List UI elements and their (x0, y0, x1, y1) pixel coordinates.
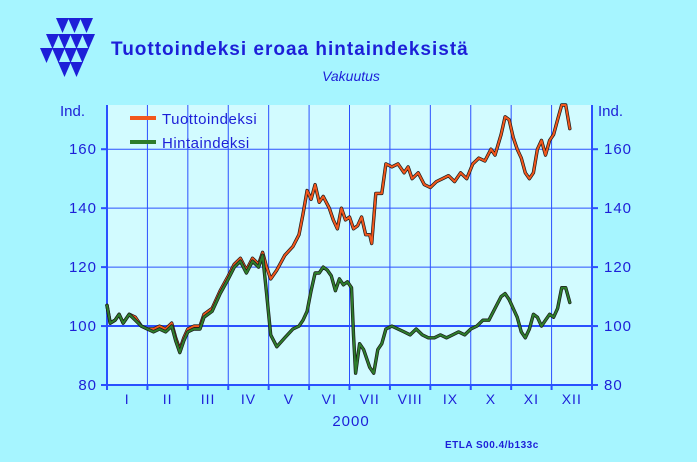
logo-triangle (64, 48, 77, 63)
y-tick-label-right: 160 (604, 141, 632, 158)
logo-triangle (58, 62, 71, 77)
series-line-hintaindeksi (106, 254, 571, 375)
series-layer (105, 103, 572, 375)
x-tick-label: VI (322, 391, 337, 407)
x-tick-label: X (486, 391, 496, 407)
x-ticks: I II III IV V VI VII VIII IX X XI XII (106, 385, 593, 407)
y-tick-label-left: 140 (69, 200, 97, 217)
chart-title: Tuottoindeksi eroaa hintaindeksistä (111, 39, 469, 60)
legend-label-hintaindeksi: Hintaindeksi (162, 135, 250, 152)
legend: Tuottoindeksi Hintaindeksi (130, 111, 257, 152)
y-tick-label-left: 100 (69, 318, 97, 335)
logo-triangle (40, 48, 53, 63)
y-tick-label-right: 100 (604, 318, 632, 335)
y-axis-label-right: Ind. (598, 103, 623, 120)
x-tick-label: VII (360, 391, 380, 407)
y-ticks: 80 80 100 100 120 120 140 140 160 160 (69, 141, 632, 394)
source-note: ETLA S00.4/b133c (445, 440, 539, 451)
legend-label-tuottoindeksi: Tuottoindeksi (162, 111, 257, 128)
y-tick-label-right: 80 (604, 377, 623, 394)
x-tick-label: IV (241, 391, 256, 407)
y-axis-label-left: Ind. (60, 103, 85, 120)
logo-triangle (68, 18, 81, 33)
x-tick-label: II (163, 391, 173, 407)
x-axis-label: 2000 (332, 413, 369, 430)
logo-triangle (70, 34, 83, 49)
y-tick-label-right: 120 (604, 259, 632, 276)
x-tick-label: IX (443, 391, 458, 407)
chart-subtitle: Vakuutus (322, 68, 380, 84)
x-tick-label: XI (524, 391, 539, 407)
etla-logo-icon (40, 18, 95, 77)
logo-triangle (80, 18, 93, 33)
x-tick-label: V (284, 391, 294, 407)
logo-triangle (76, 48, 89, 63)
logo-triangle (58, 34, 71, 49)
logo-triangle (52, 48, 65, 63)
legend-swatch-hintaindeksi (130, 140, 156, 144)
logo-triangle (46, 34, 59, 49)
x-tick-label: III (201, 391, 216, 407)
grid (107, 105, 592, 385)
y-tick-label-right: 140 (604, 200, 632, 217)
logo-triangle (56, 18, 69, 33)
x-tick-label: I (125, 391, 130, 407)
logo-triangle (82, 34, 95, 49)
y-tick-label-left: 80 (78, 377, 97, 394)
x-tick-label: VIII (398, 391, 423, 407)
legend-swatch-tuottoindeksi (130, 116, 156, 120)
logo-triangle (70, 62, 83, 77)
y-tick-label-left: 160 (69, 141, 97, 158)
y-tick-label-left: 120 (69, 259, 97, 276)
x-tick-label: XII (562, 391, 582, 407)
